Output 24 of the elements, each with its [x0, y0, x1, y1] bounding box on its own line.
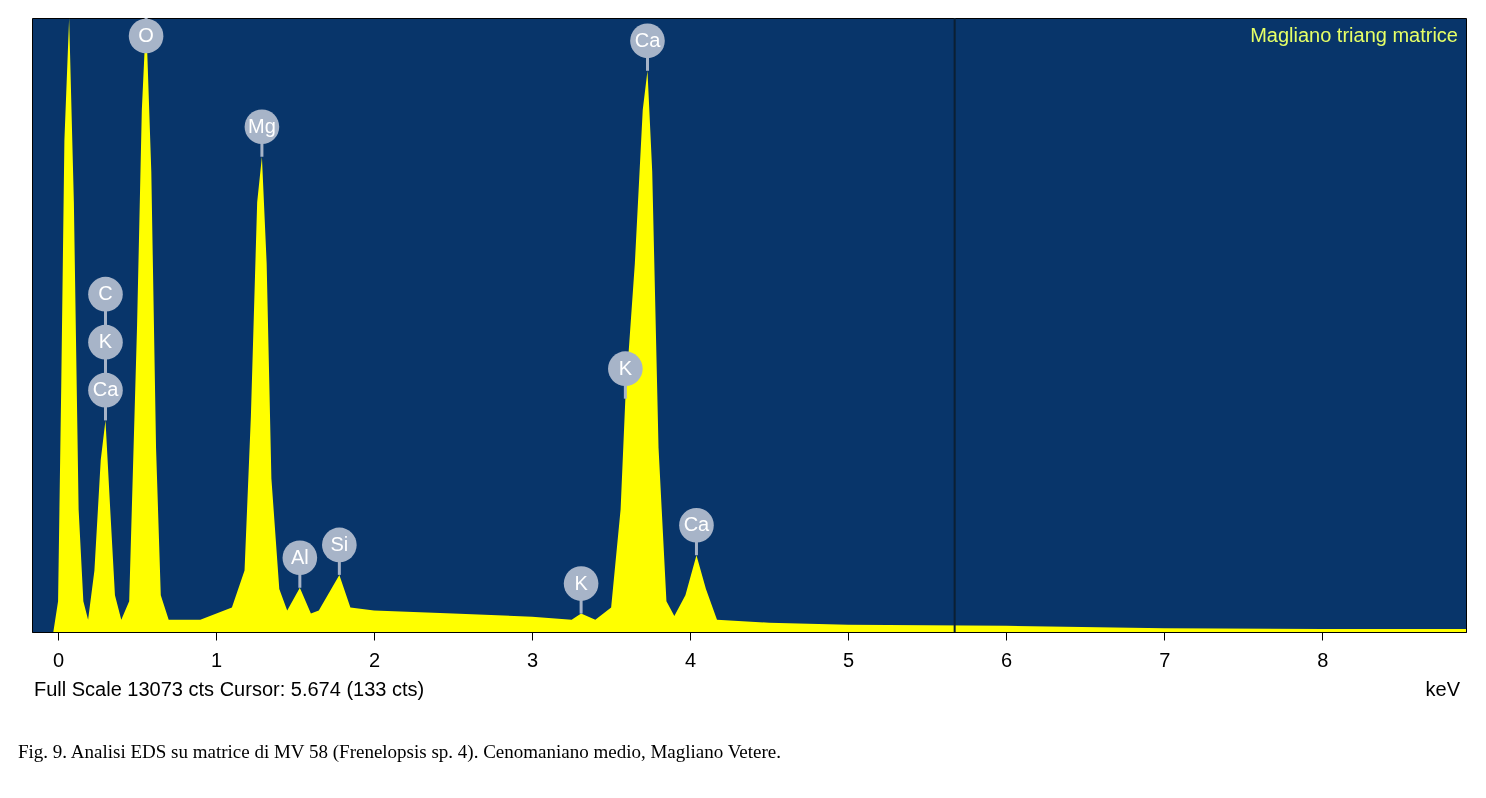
annotation: Ca	[683, 513, 711, 536]
annotation: Si	[330, 532, 349, 555]
annotation: O	[138, 24, 154, 46]
chart-title: Magliano triang matrice	[1250, 24, 1458, 46]
x-tick-label: 8	[1317, 648, 1329, 671]
x-axis-title: keV	[1425, 678, 1461, 700]
x-tick-label: 4	[685, 648, 697, 671]
annotation: Ca	[634, 28, 662, 51]
caption: Fig. 9. Analisi EDS su matrice di MV 58 (Frenelopsis sp. 4). Cenomaniano medio, Magliano Vetere.	[18, 741, 781, 763]
x-tick-label: 6	[1001, 648, 1013, 671]
annotation: Ca	[92, 378, 120, 401]
annotation: C	[98, 282, 113, 305]
x-tick-label: 3	[527, 648, 539, 671]
x-tick-label: 7	[1159, 648, 1171, 671]
x-tick-label: 0	[53, 648, 65, 671]
annotation: Mg	[248, 114, 276, 137]
annotation: K	[98, 330, 113, 353]
x-tick-label: 1	[211, 648, 223, 671]
annotation: K	[574, 571, 589, 594]
annotation: Al	[290, 545, 309, 568]
annotation: K	[618, 356, 633, 379]
x-tick-label: 5	[843, 648, 855, 671]
text: Full Scale 13073 cts Cursor: 5.674 (133 cts)	[34, 678, 425, 700]
x-tick-label: 2	[369, 648, 381, 671]
